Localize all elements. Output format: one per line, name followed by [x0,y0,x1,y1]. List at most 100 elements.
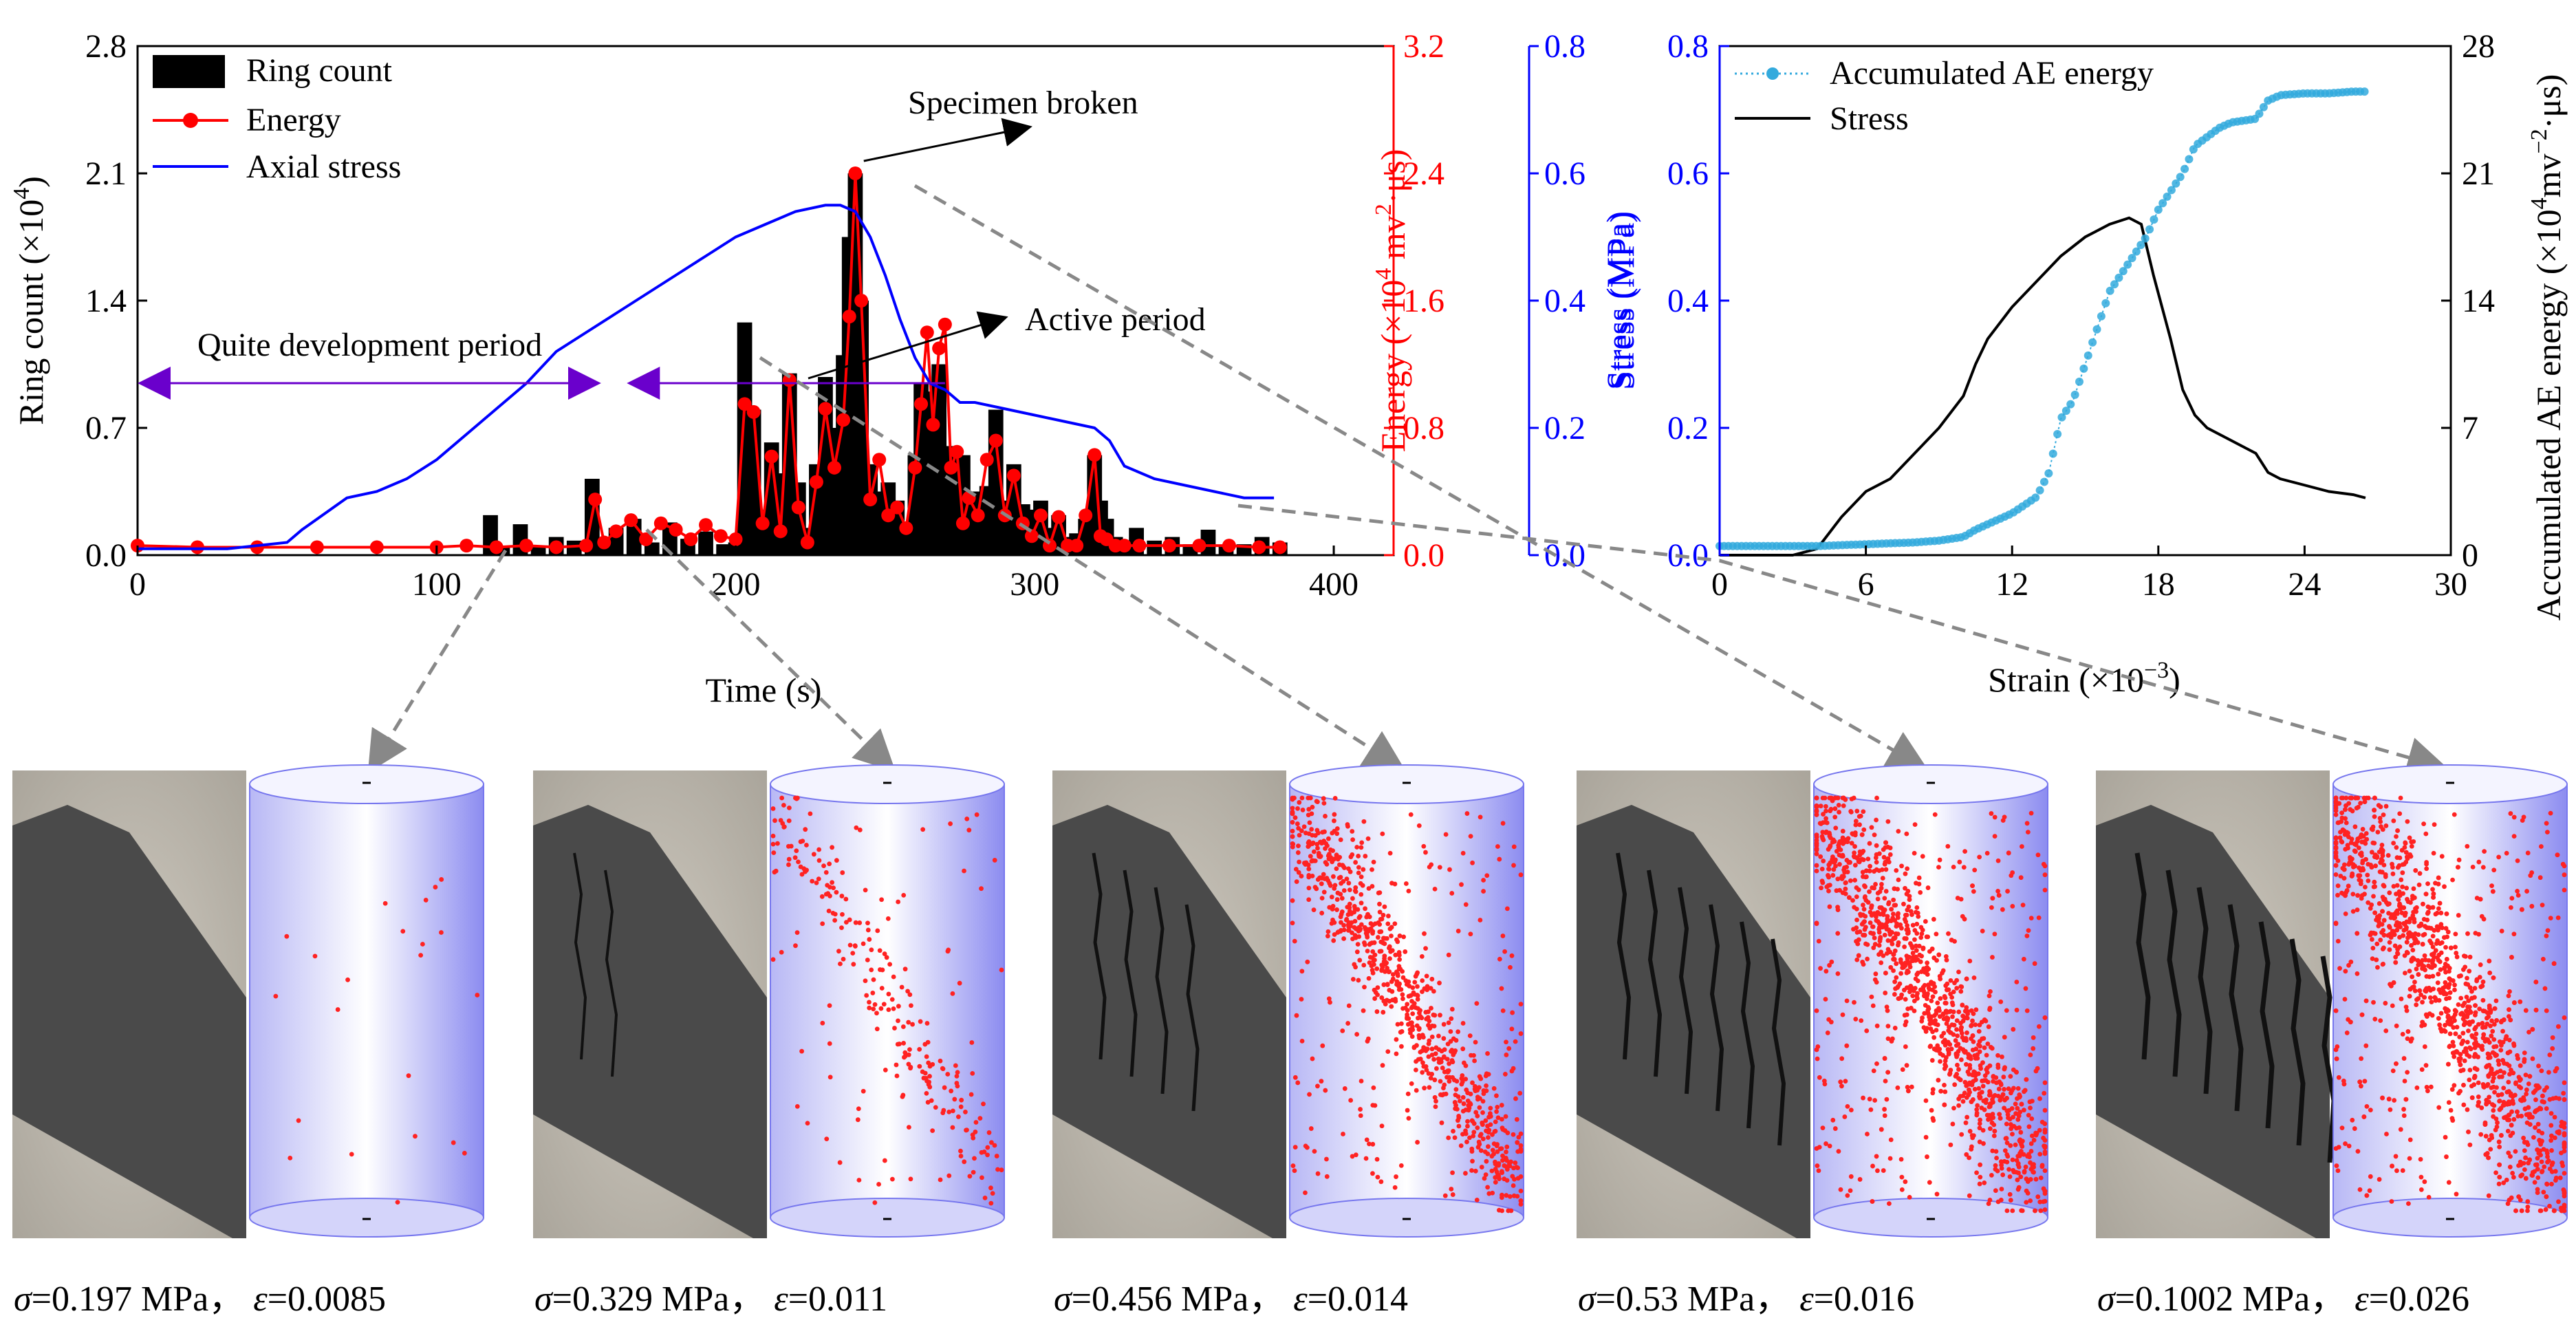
ae-event-point [2544,1008,2549,1013]
ae-event-point [1350,977,1356,982]
ae-event-point [1871,931,1876,936]
ae-event-point [2024,1008,2030,1013]
ae-event-point [1925,1154,1929,1159]
ae-event-point [977,1116,983,1121]
ae-event-point [1882,861,1887,867]
ae-event-point [1958,1057,1964,1062]
ae-event-point [816,858,822,863]
asphalt-layer [12,805,246,1238]
ae-event-point [2028,916,2034,921]
ae-event-point [874,1026,880,1032]
ae-event-point [927,1079,932,1085]
ae-event-point [1413,973,1418,979]
accum-energy-point [2119,267,2128,276]
ae-event-point [1381,1010,1386,1015]
ae-event-point [1299,874,1304,878]
ae-event-point [1488,1105,1493,1111]
ae-event-point [1967,1193,1972,1198]
ae-event-point [2426,958,2432,963]
ae-event-point [2042,1138,2048,1143]
ae-event-point [2394,911,2400,916]
ae-event-point [2372,852,2378,858]
ae-event-point [1854,929,1860,935]
ae-event-point [1918,889,1923,895]
ae-event-point [1881,854,1887,860]
energy-point [836,413,851,427]
ae-event-point [2420,942,2425,947]
ae-event-point [1490,1147,1495,1153]
ae-event-point [2487,1094,2492,1100]
ae-event-point [2472,1045,2478,1050]
ae-event-point [2356,845,2361,850]
ae-event-point [1954,986,1960,991]
ae-event-point [2380,962,2385,967]
ae-event-point [954,1073,960,1079]
ae-event-point [2447,1044,2452,1049]
ae-event-point [1504,1164,1509,1169]
ae-event-point [1297,800,1302,805]
ae-event-point [852,943,858,949]
ae-event-point [2430,887,2435,892]
ae-event-point [1929,1058,1935,1063]
ae-event-point [827,861,832,867]
ae-event-point [1879,867,1885,872]
ae-event-point [1883,991,1888,995]
ae-event-point [1859,850,1865,856]
ae-event-point [942,1085,947,1090]
ae-event-point [1495,1149,1500,1154]
caption-sigma-value: =0.197 MPa， [32,1280,245,1319]
connector-arrow [645,528,896,772]
ae-event-point [1463,1063,1469,1068]
ae-event-point [2412,919,2417,925]
ae-event-point [1421,1064,1427,1069]
ae-event-point [2535,1121,2541,1127]
ae-event-point [2421,916,2427,922]
ae-event-point [1414,1088,1419,1093]
ae-event-point [1458,1143,1464,1148]
ae-event-point [796,859,801,865]
ae-event-point [2348,840,2354,845]
ae-event-point [836,949,841,954]
ae-event-point [1479,1165,1484,1169]
ae-event-point [1301,824,1307,830]
ae-event-point [1835,907,1841,913]
ae-event-point [907,1125,911,1130]
ae-event-point [2005,1154,2011,1159]
ae-event-point [1294,1013,1299,1018]
ae-event-point [955,1114,961,1119]
ae-event-point [1437,1060,1442,1065]
ae-event-point [2028,1141,2034,1146]
ae-event-point [770,841,776,847]
energy-point [791,500,805,515]
ae-event-point [1410,1011,1416,1017]
ae-event-point [1459,1076,1464,1081]
ae-event-point [2482,1039,2488,1044]
ae-event-point [288,1156,293,1161]
ae-event-point [1432,886,1438,892]
ae-event-point [2498,1133,2504,1138]
ae-event-point [865,958,870,962]
ae-event-point [1403,1005,1408,1011]
ae-event-point [2446,982,2451,988]
ae-event-point [1380,1063,1385,1068]
ae-event-point [2458,1068,2463,1073]
ae-event-point [1970,1033,1976,1038]
ae-event-point [2539,844,2544,849]
ae-event-point [1303,1190,1308,1196]
ae-event-point [2502,1103,2507,1108]
ae-event-point [1857,822,1862,828]
ae-event-point [2017,1094,2023,1099]
ae-event-point [2383,874,2388,879]
ae-event-point [1951,1009,1956,1015]
ae-event-point [1382,904,1387,909]
ae-event-point [853,920,858,925]
ae-event-point [1319,876,1324,881]
ae-event-point [1971,975,1977,980]
ae-event-point [2510,1170,2515,1176]
ae-event-point [1347,905,1352,910]
ae-event-point [1502,949,1508,954]
ae-event-point [2350,909,2356,914]
ae-event-point [2361,867,2366,873]
ae-event-point [2469,989,2474,994]
ae-event-point [2000,907,2005,912]
